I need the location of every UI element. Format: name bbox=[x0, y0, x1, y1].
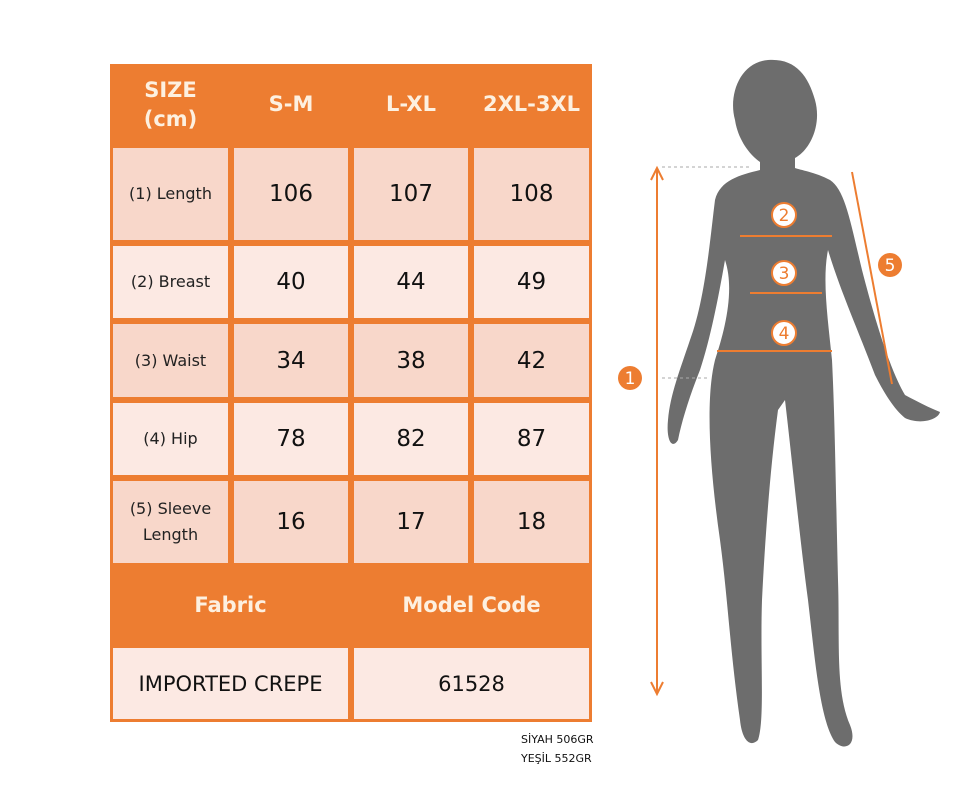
size-value: 18 bbox=[474, 481, 589, 563]
marker-3-icon bbox=[771, 260, 797, 286]
header-size: SIZE (cm) bbox=[143, 78, 198, 131]
marker-3-label: 3 bbox=[779, 264, 790, 284]
size-value: 108 bbox=[474, 148, 589, 240]
size-value: 82 bbox=[354, 403, 468, 475]
header-fabric: Fabric bbox=[194, 593, 267, 618]
note-color-weight-1: SİYAH 506GR bbox=[521, 733, 594, 746]
header-2xl-3xl: 2XL-3XL bbox=[482, 92, 581, 117]
silhouette bbox=[667, 59, 940, 747]
size-value: 44 bbox=[354, 246, 468, 318]
size-value: 17 bbox=[354, 481, 468, 563]
row-label: (3) Waist bbox=[113, 324, 228, 397]
body-measurement-figure: 1 2 3 4 5 bbox=[618, 59, 940, 747]
header-s-m: S-M bbox=[268, 92, 314, 117]
size-value: 107 bbox=[354, 148, 468, 240]
marker-5-label: 5 bbox=[885, 256, 896, 276]
size-value: 78 bbox=[234, 403, 348, 475]
fabric-value: IMPORTED CREPE bbox=[113, 648, 348, 719]
size-value: 38 bbox=[354, 324, 468, 397]
size-value: 40 bbox=[234, 246, 348, 318]
size-value: 49 bbox=[474, 246, 589, 318]
marker-outlines bbox=[771, 202, 797, 346]
measurement-lines bbox=[650, 165, 893, 697]
marker-1-label: 1 bbox=[625, 369, 636, 389]
row-label: (2) Breast bbox=[113, 246, 228, 318]
model-code-value: 61528 bbox=[354, 648, 589, 719]
marker-4-label: 4 bbox=[779, 324, 790, 344]
size-chart-table: SIZE (cm) S-M L-XL 2XL-3XL (1) Length 106… bbox=[110, 64, 592, 722]
header-model-code: Model Code bbox=[402, 593, 541, 618]
header-l-xl: L-XL bbox=[386, 92, 436, 117]
size-value: 87 bbox=[474, 403, 589, 475]
marker-5-icon bbox=[878, 253, 902, 277]
row-label: (5) Sleeve Length bbox=[113, 481, 228, 563]
marker-2-label: 2 bbox=[779, 206, 790, 226]
size-value: 16 bbox=[234, 481, 348, 563]
size-value: 42 bbox=[474, 324, 589, 397]
row-label: (4) Hip bbox=[113, 403, 228, 475]
size-value: 106 bbox=[234, 148, 348, 240]
size-value: 34 bbox=[234, 324, 348, 397]
marker-circles bbox=[618, 253, 902, 390]
row-label: (1) Length bbox=[113, 148, 228, 240]
marker-4-icon bbox=[771, 320, 797, 346]
marker-1-icon bbox=[618, 366, 642, 390]
marker-2-icon bbox=[771, 202, 797, 228]
note-color-weight-2: YEŞİL 552GR bbox=[521, 752, 592, 765]
